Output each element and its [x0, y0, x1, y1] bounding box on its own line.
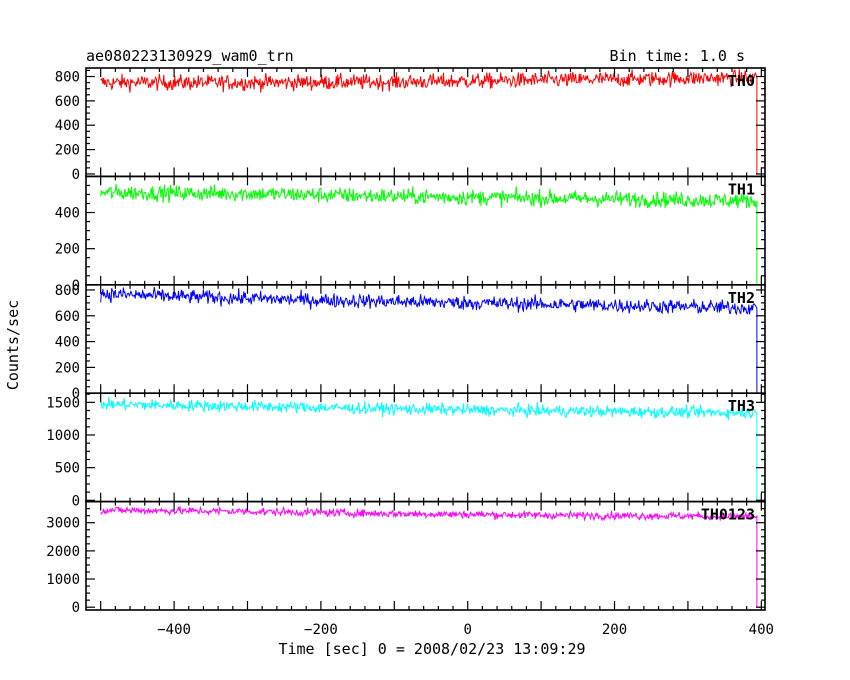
y-tick-label: 0 [72, 600, 80, 616]
series-line-th0123 [100, 505, 762, 608]
y-tick-label: 0 [72, 167, 80, 183]
panel-label-th2: TH2 [728, 289, 755, 307]
chart-title: ae080223130929_wam0_trn [86, 47, 294, 65]
y-tick-label: 400 [55, 118, 80, 134]
y-tick-label: 600 [55, 309, 80, 325]
x-axis-label: Time [sec] 0 = 2008/02/23 13:09:29 [278, 640, 585, 658]
x-tick-label: −400 [157, 622, 191, 638]
panel-label-th3: TH3 [728, 397, 755, 415]
y-tick-label: 400 [55, 335, 80, 351]
y-tick-label: 0 [72, 278, 80, 294]
series-line-th0 [100, 69, 762, 175]
series-line-th3 [100, 396, 762, 501]
x-axis-tick-labels: −400 −200 0 200 400 [157, 622, 774, 638]
series-line-th2 [100, 286, 762, 394]
y-tick-label: 0 [72, 386, 80, 402]
panel-label-th0123: TH0123 [701, 506, 755, 524]
panel-th2: 0 200 400 600 800 TH2 [55, 283, 766, 402]
panel-th0123: 0 1000 2000 3000 TH0123 [46, 500, 766, 616]
y-tick-label: 800 [55, 283, 80, 299]
panel-th3: 0 500 1000 1500 TH3 [46, 392, 766, 509]
x-tick-label: −200 [304, 622, 338, 638]
x-tick-label: 200 [602, 622, 627, 638]
x-tick-label: 0 [463, 622, 471, 638]
panels-group: 0 200 400 600 800 TH0 0 200 400 TH1 0 200 400 600 800 T… [46, 67, 766, 616]
y-tick-label: 600 [55, 94, 80, 110]
y-tick-label: 1000 [46, 572, 80, 588]
y-tick-label: 200 [55, 360, 80, 376]
panel-label-th1: TH1 [728, 180, 755, 198]
y-tick-label: 0 [72, 493, 80, 509]
x-tick-label: 400 [749, 622, 774, 638]
y-axis-label: Counts/sec [4, 300, 22, 390]
y-tick-label: 200 [55, 242, 80, 258]
panel-label-th0: TH0 [728, 72, 755, 90]
panel-th1: 0 200 400 TH1 [55, 175, 766, 294]
y-tick-label: 400 [55, 206, 80, 222]
y-tick-label: 2000 [46, 544, 80, 560]
chart-subtitle: Bin time: 1.0 s [610, 47, 745, 65]
y-tick-label: 500 [55, 461, 80, 477]
panel-frame [85, 500, 766, 611]
y-tick-label: 1000 [46, 428, 80, 444]
y-tick-label: 200 [55, 143, 80, 159]
y-tick-label: 1500 [46, 395, 80, 411]
panel-th0: 0 200 400 600 800 TH0 [55, 67, 766, 183]
series-line-th1 [100, 184, 762, 286]
y-tick-label: 800 [55, 70, 80, 86]
y-tick-label: 3000 [46, 516, 80, 532]
